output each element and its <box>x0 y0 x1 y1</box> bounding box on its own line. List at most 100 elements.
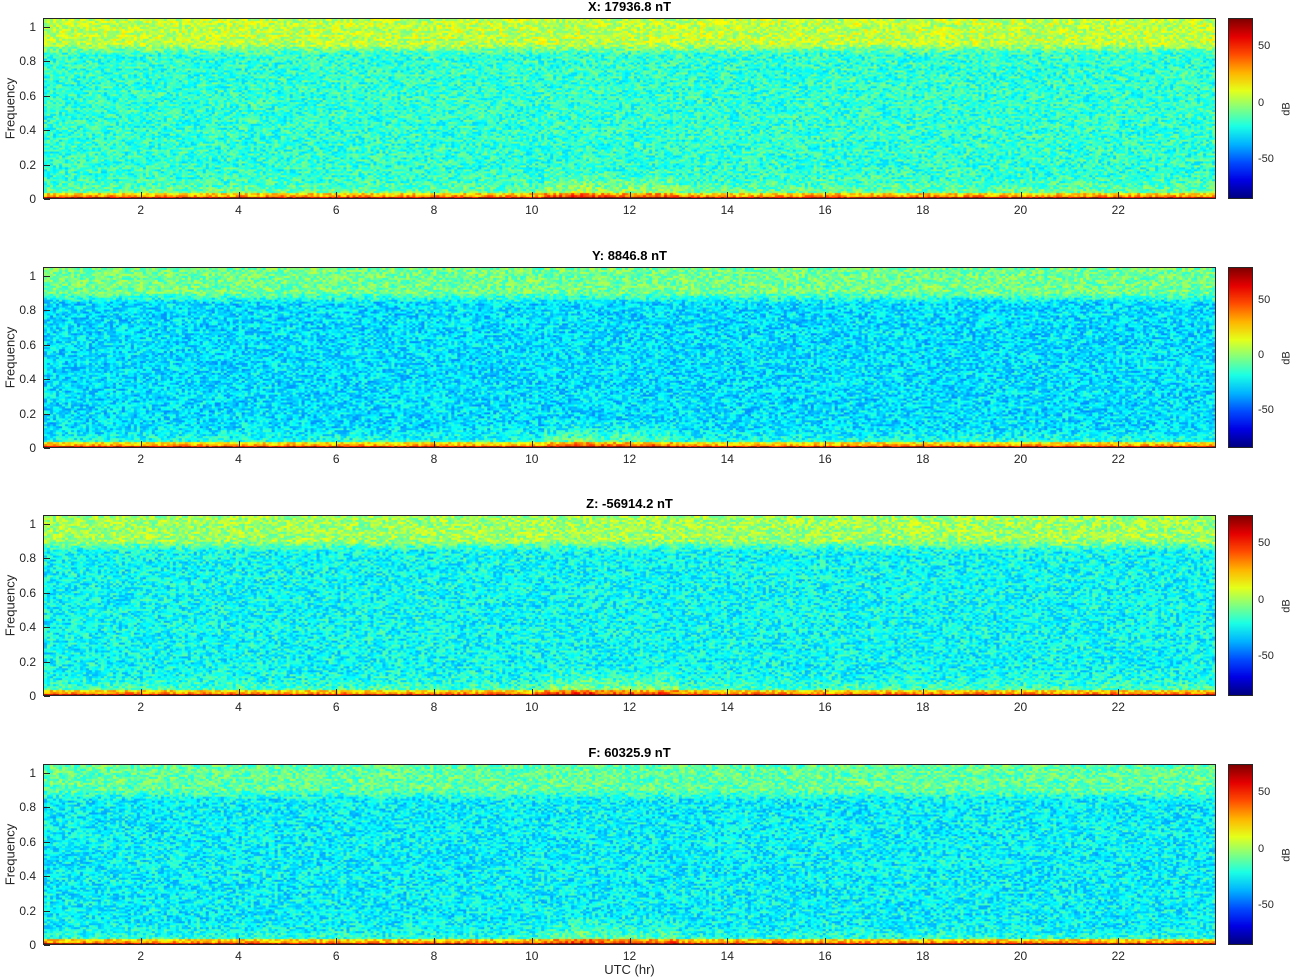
x-tick-mark <box>1118 938 1120 944</box>
x-tick-mark <box>629 192 631 198</box>
x-tick-label: 8 <box>430 203 438 217</box>
x-tick-mark <box>629 689 631 695</box>
x-tick-label: 2 <box>137 452 145 466</box>
x-tick-mark <box>140 689 142 695</box>
x-tick-label: 6 <box>332 949 340 963</box>
y-tick-label: 0.4 <box>19 869 36 884</box>
spectrogram-plot-area <box>43 515 1216 696</box>
x-tick-label: 18 <box>916 203 930 217</box>
x-tick-label: 16 <box>818 203 832 217</box>
x-tick-mark <box>1020 192 1022 198</box>
x-tick-mark <box>531 192 533 198</box>
x-tick-label: 22 <box>1111 700 1125 714</box>
x-tick-mark <box>238 938 240 944</box>
y-tick-mark <box>44 61 50 63</box>
colorbar <box>1228 515 1253 696</box>
panel-title: Y: 8846.8 nT <box>592 248 667 263</box>
y-tick-label: 0.6 <box>19 834 36 849</box>
spectrogram-plot-area <box>43 764 1216 945</box>
y-tick-mark <box>44 592 50 594</box>
x-tick-mark <box>1118 192 1120 198</box>
colorbar-tick-label: 50 <box>1258 40 1271 53</box>
x-tick-label: 12 <box>622 203 637 217</box>
spectrogram-image <box>44 516 1215 695</box>
spectrogram-plot-area <box>43 267 1216 448</box>
x-tick-label: 10 <box>525 949 539 963</box>
x-tick-label: 12 <box>622 700 637 714</box>
x-tick-mark <box>238 441 240 447</box>
x-tick-label: 10 <box>525 203 539 217</box>
colorbar <box>1228 18 1253 199</box>
x-tick-label: 6 <box>332 700 340 714</box>
x-tick-mark <box>1118 441 1120 447</box>
x-tick-mark <box>434 938 435 944</box>
x-tick-mark <box>336 689 338 695</box>
x-tick-mark <box>922 441 924 447</box>
y-tick-label: 0.8 <box>19 800 36 815</box>
x-tick-label: 14 <box>720 949 734 963</box>
x-tick-mark <box>825 938 826 944</box>
x-tick-label: 16 <box>818 949 832 963</box>
x-tick-mark <box>825 192 826 198</box>
x-tick-mark <box>629 441 631 447</box>
x-tick-label: 4 <box>235 452 242 466</box>
y-tick-mark <box>44 448 50 449</box>
x-tick-mark <box>922 689 924 695</box>
x-tick-label: 2 <box>137 203 145 217</box>
y-tick-label: 0.2 <box>19 654 36 669</box>
x-tick-mark <box>727 192 729 198</box>
colorbar-tick-label: -50 <box>1258 899 1274 912</box>
colorbar-tick-label: 50 <box>1258 786 1271 799</box>
y-tick-label: 0.4 <box>19 123 36 138</box>
x-tick-mark <box>140 192 142 198</box>
x-tick-label: 20 <box>1013 452 1028 466</box>
colorbar-tick-label: 0 <box>1258 842 1265 855</box>
y-tick-label: 0.2 <box>19 406 36 421</box>
x-tick-label: 20 <box>1013 949 1028 963</box>
y-tick-label: 0.8 <box>19 551 36 566</box>
x-tick-mark <box>140 441 142 447</box>
x-tick-label: 4 <box>235 700 242 714</box>
y-tick-label: 0.4 <box>19 620 36 635</box>
y-tick-label: 0.6 <box>19 88 36 103</box>
x-tick-mark <box>825 441 826 447</box>
x-tick-label: 18 <box>916 700 930 714</box>
y-tick-label: 1 <box>29 268 36 283</box>
x-tick-label: 22 <box>1111 203 1125 217</box>
x-tick-mark <box>727 441 729 447</box>
spectrogram-panel: Y: 8846.8 nT Frequency 0 0.2 0.4 0.6 0.8 1 2 4 6 8 1… <box>0 249 1297 479</box>
y-tick-mark <box>44 772 50 774</box>
y-tick-mark <box>44 627 50 629</box>
colorbar-tick-label: -50 <box>1258 153 1274 166</box>
x-tick-mark <box>336 441 338 447</box>
x-tick-mark <box>336 938 338 944</box>
x-axis-label: UTC (hr) <box>604 962 655 977</box>
y-tick-mark <box>44 379 50 381</box>
x-tick-mark <box>238 192 240 198</box>
x-tick-label: 14 <box>720 700 734 714</box>
x-tick-mark <box>727 689 729 695</box>
y-tick-label: 0.2 <box>19 903 36 918</box>
y-tick-label: 0.8 <box>19 54 36 69</box>
y-tick-label: 0.2 <box>19 157 36 172</box>
x-tick-label: 20 <box>1013 203 1028 217</box>
spectrogram-image <box>44 765 1215 944</box>
y-tick-mark <box>44 910 50 912</box>
y-tick-label: 0 <box>29 441 36 455</box>
x-tick-mark <box>629 938 631 944</box>
x-tick-mark <box>531 938 533 944</box>
x-tick-mark <box>531 689 533 695</box>
x-tick-label: 16 <box>818 700 832 714</box>
x-tick-label: 6 <box>332 203 340 217</box>
x-tick-label: 22 <box>1111 452 1125 466</box>
x-tick-label: 12 <box>622 452 637 466</box>
x-tick-label: 22 <box>1111 949 1125 963</box>
y-tick-label: 0.6 <box>19 585 36 600</box>
spectrogram-image <box>44 19 1215 198</box>
y-tick-mark <box>44 661 50 663</box>
y-tick-label: 0.4 <box>19 372 36 387</box>
x-tick-mark <box>434 689 435 695</box>
y-tick-label: 0 <box>29 938 36 952</box>
y-tick-mark <box>44 696 50 697</box>
